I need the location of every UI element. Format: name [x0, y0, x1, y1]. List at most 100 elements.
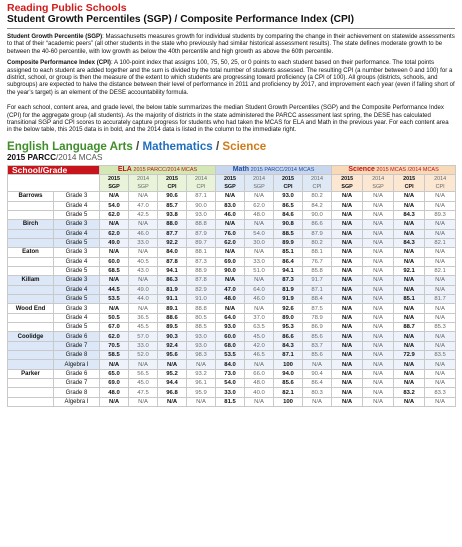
value-cell: 68.5 [99, 265, 130, 277]
value-cell: 85.1 [393, 293, 426, 305]
table-row: Killam Grade 3 N/A N/A 86.3 87.8 N/A N/A 87.3 91.… [7, 275, 457, 286]
value-cell: N/A [362, 387, 395, 398]
value-cell: 84.6 [273, 209, 304, 221]
value-cell: 93.0 [186, 209, 217, 221]
value-cell: 86.4 [302, 378, 333, 389]
value-cell: N/A [331, 200, 364, 211]
col-header: 2015 SGP [215, 174, 246, 193]
value-cell: N/A [424, 247, 457, 258]
table-column-header: 2015 SGP 2014 SGP 2015 CPI 2014 CPI 2015 SGP … [6, 174, 457, 193]
table-row: Algebra I N/A N/A N/A N/A 84.0 N/A 100 N/A N/A N/A… [7, 359, 457, 370]
value-cell: 81.9 [157, 284, 188, 296]
value-cell: 93.0 [186, 331, 217, 342]
value-cell: 92.1 [393, 265, 426, 277]
grade-cell: Grade 3 [52, 303, 101, 314]
subheading-previous: /2014 MCAS [56, 152, 103, 162]
value-cell: N/A [331, 247, 364, 258]
col-header: 2014 SGP [128, 174, 159, 193]
value-cell: 56.5 [128, 368, 159, 380]
value-cell: 86.6 [273, 331, 304, 342]
value-cell: 88.1 [302, 247, 333, 258]
value-cell: N/A [331, 275, 364, 286]
value-cell: 33.0 [128, 237, 159, 249]
value-cell: 51.0 [244, 265, 275, 277]
value-cell: 54.0 [244, 228, 275, 239]
value-cell: N/A [302, 396, 333, 408]
value-cell: N/A [128, 191, 159, 202]
grade-cell: Grade 4 [52, 284, 101, 296]
value-cell: 76.0 [215, 228, 246, 239]
value-cell: N/A [362, 247, 395, 258]
value-cell: 53.5 [99, 293, 130, 305]
value-cell: 42.0 [244, 340, 275, 352]
value-cell: 90.8 [273, 219, 304, 230]
value-cell: 53.5 [215, 350, 246, 361]
document-header: Reading Public Schools Student Growth Pe… [6, 2, 457, 408]
value-cell: N/A [362, 284, 395, 296]
school-cell [7, 293, 54, 305]
school-cell [7, 209, 54, 221]
value-cell: 82.9 [186, 284, 217, 296]
grade-cell: Grade 8 [52, 387, 101, 398]
math-header-label: Math [232, 166, 250, 174]
value-cell: N/A [393, 275, 426, 286]
school-cell [7, 387, 54, 398]
value-cell: 87.3 [186, 256, 217, 267]
school-cell: Coolidge [7, 331, 54, 342]
value-cell: 87.8 [186, 275, 217, 286]
value-cell: 80.3 [302, 387, 333, 398]
value-cell: N/A [393, 200, 426, 211]
value-cell: 48.0 [244, 209, 275, 221]
value-cell: 93.0 [215, 322, 246, 333]
grade-cell: Algebra I [52, 396, 101, 408]
value-cell: N/A [424, 228, 457, 239]
grade-cell: Grade 7 [52, 378, 101, 389]
value-cell: N/A [362, 200, 395, 211]
value-cell: 68.0 [215, 340, 246, 352]
value-cell: N/A [424, 359, 457, 370]
grade-cell: Grade 6 [52, 331, 101, 342]
value-cell: 81.5 [215, 396, 246, 408]
grade-cell: Grade 3 [52, 247, 101, 258]
value-cell: N/A [331, 396, 364, 408]
value-cell: N/A [331, 219, 364, 230]
col-header: 2014 SGP [362, 174, 395, 193]
value-cell: 47.5 [128, 387, 159, 398]
value-cell: 62.0 [99, 228, 130, 239]
school-cell [7, 350, 54, 361]
school-cell [7, 359, 54, 370]
grade-cell: Grade 3 [52, 219, 101, 230]
value-cell: 88.7 [393, 322, 426, 333]
value-cell: 63.5 [244, 322, 275, 333]
value-cell: N/A [424, 303, 457, 314]
value-cell: 83.5 [424, 350, 457, 361]
value-cell: 89.0 [273, 312, 304, 324]
col-header: 2015 SGP [331, 174, 364, 193]
value-cell: 88.9 [186, 265, 217, 277]
value-cell: 30.0 [244, 237, 275, 249]
value-cell: 88.6 [157, 312, 188, 324]
subheading-current: 2015 PARCC [7, 152, 56, 162]
value-cell: N/A [424, 340, 457, 352]
col-header: 2014 CPI [424, 174, 457, 193]
sgp-definition: : Massachusetts measures growth for indi… [7, 33, 455, 55]
value-cell: N/A [244, 359, 275, 370]
value-cell: 82.1 [424, 265, 457, 277]
school-cell [7, 200, 54, 211]
table-row: Grade 5 62.0 42.5 93.8 93.0 46.0 48.0 84.6 90.0 N… [7, 209, 457, 221]
value-cell: N/A [215, 275, 246, 286]
value-cell: N/A [362, 359, 395, 370]
value-cell: 87.5 [302, 303, 333, 314]
value-cell: 44.5 [99, 284, 130, 296]
sgp-term: Student Growth Percentile (SGP) [7, 33, 103, 40]
value-cell: N/A [331, 312, 364, 324]
value-cell: 100 [273, 396, 304, 408]
value-cell: 73.0 [215, 368, 246, 380]
value-cell: N/A [362, 228, 395, 239]
organization-name: Reading Public Schools [7, 2, 127, 14]
value-cell: 50.5 [99, 312, 130, 324]
grade-cell: Grade 8 [52, 350, 101, 361]
value-cell: N/A [362, 350, 395, 361]
grade-cell: Grade 6 [52, 368, 101, 380]
table-row: Eaton Grade 3 N/A N/A 84.0 88.1 N/A N/A 85.1 88.1… [7, 247, 457, 258]
